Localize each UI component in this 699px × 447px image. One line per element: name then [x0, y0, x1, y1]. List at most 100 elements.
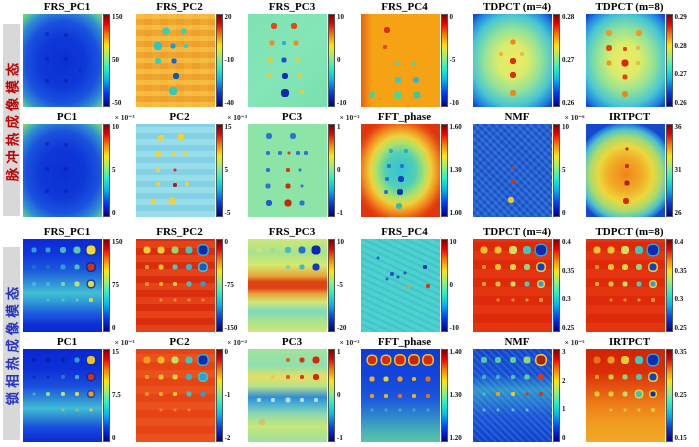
defect-dot	[187, 298, 191, 302]
panel-header: PC3 × 10⁻²	[248, 336, 361, 349]
heatmap-image	[360, 14, 440, 107]
defect-dot	[171, 246, 179, 254]
exponent-label: × 10⁻²	[227, 338, 247, 347]
colorbar-tick: 0	[337, 56, 341, 64]
defect-dot	[32, 375, 36, 379]
panel-title: PC3	[281, 111, 303, 123]
defect-dot	[259, 418, 266, 425]
defect-dot	[172, 264, 178, 270]
colorbar-ticks: 150 50 -50	[110, 14, 133, 107]
defect-dot	[271, 374, 276, 379]
defect-dot	[173, 298, 177, 302]
defect-dot	[46, 281, 51, 286]
colorbar	[553, 14, 560, 107]
defect-dot	[64, 166, 69, 171]
colorbar	[215, 124, 223, 217]
colorbar-tick: 10	[112, 123, 119, 131]
defect-dot	[298, 246, 306, 254]
panel-title: NMF	[504, 111, 530, 123]
panel-header: PC2 × 10⁻³	[136, 111, 249, 124]
colorbar	[328, 239, 335, 332]
defect-dot	[168, 197, 176, 205]
panel-header: NMF × 10⁻⁵	[473, 336, 586, 349]
defect-dot	[609, 298, 613, 302]
defect-dot	[64, 143, 69, 148]
defect-dot	[177, 133, 185, 141]
defect-dot	[74, 281, 80, 287]
colorbar-tick: 0.4	[674, 238, 684, 246]
panel-body: 0.4 0.35 0.3 0.25	[585, 238, 699, 332]
colorbar-tick: 0.25	[562, 323, 575, 332]
colorbar	[440, 239, 448, 332]
heatmap-panel: FRS_PC1 150 50 -50	[23, 1, 136, 111]
defect-dot	[510, 39, 515, 45]
colorbar-ticks: 1 0 -1	[335, 349, 358, 442]
defect-dot	[173, 408, 177, 412]
defect-dot	[162, 27, 170, 35]
defect-dot	[290, 23, 297, 30]
defect-dot	[32, 264, 37, 269]
colorbar-tick: 0.3	[562, 295, 571, 304]
panel-body: 1 0 -1	[248, 349, 361, 442]
colorbar-tick: 0.4	[562, 238, 571, 246]
defect-dot	[397, 175, 404, 182]
colorbar-tick: 5	[562, 166, 566, 174]
panel-row: PC1 × 10⁻³ 10 5 0 PC2 × 10⁻³ 15 5 -5 PC3 × 1…	[23, 111, 699, 221]
defect-dot	[199, 263, 207, 271]
defect-dot	[423, 355, 433, 365]
colorbar-tick: 5	[224, 166, 229, 174]
defect-dot	[594, 264, 599, 269]
colorbar	[665, 349, 673, 442]
defect-dot	[290, 133, 297, 140]
panel-title: TDPCT (m=8)	[595, 226, 664, 238]
defect-dot	[426, 283, 431, 288]
panel-body: 0 -75 -150	[135, 239, 249, 332]
heatmap-panel: FRS_PC1 150 75 0	[23, 226, 136, 336]
panel-body: 10 5 0	[23, 124, 136, 217]
defect-dot	[622, 263, 628, 270]
defect-dot	[284, 247, 291, 254]
defect-dot	[623, 47, 627, 52]
defect-dot	[593, 356, 601, 364]
defect-dot	[606, 29, 613, 36]
panel-body: 1.40 1.30 1.20	[360, 349, 474, 442]
heatmap-image	[248, 239, 327, 332]
heatmap-image	[473, 239, 552, 332]
defect-dot	[59, 247, 66, 254]
defect-dot	[64, 33, 69, 38]
defect-dot	[158, 264, 164, 270]
defect-dot	[409, 355, 419, 365]
defect-dot	[404, 148, 409, 153]
defect-dot	[649, 263, 657, 271]
defect-dot	[64, 78, 69, 83]
heatmap-image	[135, 349, 215, 442]
colorbar-ticks: 20 -10 -40	[223, 14, 246, 107]
heatmap-image	[135, 14, 215, 107]
heatmap-panel: TDPCT (m=4) 0.28 0.27 0.26	[473, 1, 586, 111]
colorbar	[553, 124, 560, 217]
colorbar-tick: -10	[224, 56, 234, 64]
defect-dot	[199, 373, 207, 381]
panel-header: TDPCT (m=8)	[586, 226, 699, 239]
defect-dot	[277, 150, 282, 155]
defect-dot	[285, 183, 290, 189]
defect-dot	[150, 198, 156, 204]
defect-dot	[74, 264, 80, 270]
heatmap-panel: PC2 × 10⁻² 0 -1 -2	[135, 336, 249, 446]
defect-dot	[60, 358, 65, 363]
colorbar-tick: -1	[337, 434, 343, 442]
colorbar-tick: 15	[224, 123, 232, 131]
heatmap-panel: PC3 × 10⁻² 1 0 -1	[248, 336, 361, 446]
colorbar	[215, 349, 223, 442]
defect-dot	[312, 263, 320, 271]
defect-dot	[397, 376, 403, 382]
heatmap-panel: FRS_PC2 0 -75 -150	[135, 226, 249, 336]
defect-dot	[622, 374, 628, 380]
panel-title: FFT_phase	[377, 111, 432, 123]
heatmap-image	[248, 14, 327, 107]
defect-dot	[538, 298, 543, 303]
panel-body: 15 7.5 0	[23, 349, 136, 442]
panel-header: PC2 × 10⁻²	[136, 336, 249, 349]
defect-dot	[496, 408, 500, 412]
